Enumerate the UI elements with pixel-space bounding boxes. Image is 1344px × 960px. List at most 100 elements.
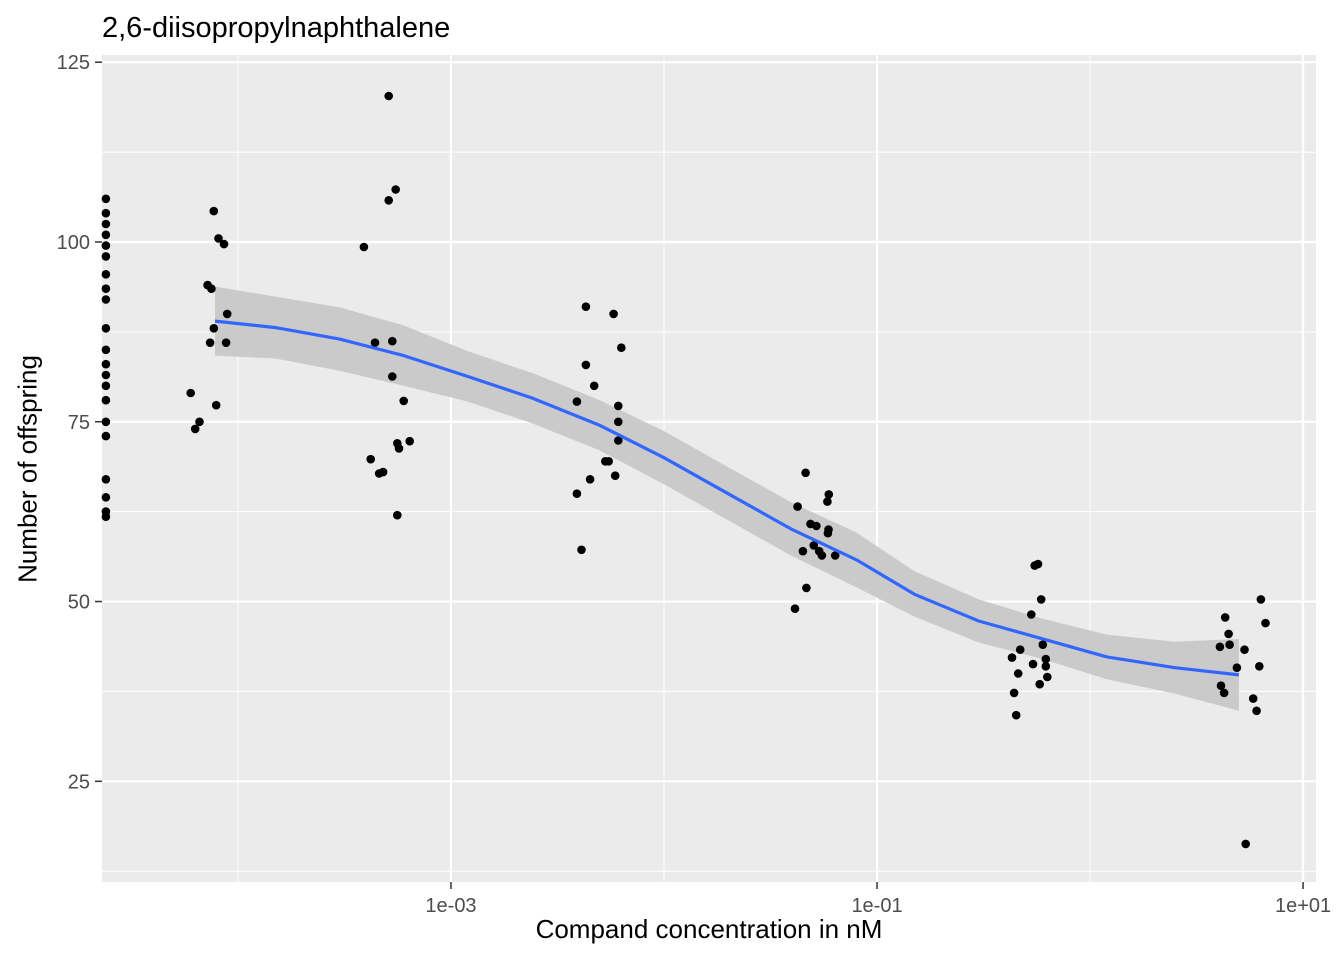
data-point: [209, 206, 219, 216]
data-point: [1033, 559, 1043, 569]
data-point: [378, 467, 388, 477]
data-point: [1252, 706, 1261, 716]
data-point: [101, 219, 111, 229]
data-point: [219, 239, 229, 249]
confidence-band-layer: [215, 286, 1239, 711]
data-point: [405, 436, 415, 446]
data-point: [195, 417, 204, 427]
data-point: [101, 381, 111, 391]
data-point: [830, 551, 840, 560]
data-point: [1256, 595, 1266, 604]
data-point: [790, 604, 800, 613]
y-tick-label: 50: [68, 592, 90, 614]
data-point: [101, 324, 111, 333]
data-point: [384, 91, 394, 101]
data-point: [589, 381, 599, 391]
data-point: [101, 395, 111, 405]
data-point: [101, 345, 111, 355]
data-point: [823, 497, 832, 506]
data-point: [614, 417, 623, 427]
data-point: [581, 302, 591, 312]
y-tick-label: 75: [68, 412, 90, 434]
data-point: [388, 372, 397, 381]
data-point: [101, 359, 111, 369]
data-point: [1248, 694, 1258, 703]
data-point: [1036, 595, 1046, 604]
data-point: [1255, 662, 1264, 671]
data-point: [101, 241, 111, 250]
data-point: [572, 489, 582, 499]
data-point: [610, 471, 620, 481]
data-point: [391, 185, 401, 194]
data-point: [101, 512, 111, 521]
y-tick-label: 100: [57, 232, 90, 254]
data-point: [370, 338, 380, 348]
x-tick-label: 1e-01: [851, 895, 902, 917]
data-point: [793, 502, 802, 511]
data-point: [222, 309, 232, 319]
data-point: [609, 309, 618, 319]
y-tick-label: 125: [57, 52, 90, 74]
data-point: [1041, 654, 1051, 664]
data-point: [359, 242, 369, 252]
data-point: [1027, 610, 1036, 619]
data-point: [1225, 640, 1234, 649]
data-point: [393, 510, 402, 520]
data-point: [1009, 688, 1019, 698]
data-point: [101, 370, 111, 380]
major-gridlines: [102, 55, 1316, 882]
data-point: [1216, 681, 1226, 690]
data-point: [101, 252, 111, 261]
y-tick-label: 25: [68, 771, 90, 793]
data-point: [604, 457, 613, 466]
data-point: [101, 295, 111, 304]
data-point: [1240, 645, 1249, 654]
data-point: [190, 424, 200, 434]
data-point: [366, 454, 376, 464]
data-point: [1220, 613, 1230, 622]
data-point: [577, 545, 586, 555]
data-point: [211, 400, 221, 410]
data-point: [394, 444, 404, 453]
x-tick-label: 1e+01: [1275, 895, 1331, 917]
data-point: [1232, 663, 1242, 672]
data-point: [1011, 710, 1021, 720]
data-point: [1038, 640, 1048, 649]
data-point: [1261, 618, 1270, 628]
confidence-band: [215, 286, 1239, 711]
data-point: [812, 521, 821, 531]
data-point: [1035, 679, 1044, 689]
data-point: [384, 196, 394, 205]
data-point: [801, 468, 810, 478]
data-point: [205, 338, 215, 348]
data-point: [101, 475, 111, 484]
data-point: [1028, 659, 1038, 669]
data-point: [1219, 688, 1229, 698]
data-point: [617, 343, 626, 353]
data-point: [614, 401, 623, 411]
y-axis-label: Number of offspring: [12, 355, 43, 583]
data-point: [1241, 839, 1250, 849]
data-point: [798, 546, 808, 556]
data-point: [207, 284, 216, 294]
data-point: [614, 436, 623, 445]
data-point: [101, 194, 111, 204]
data-point: [101, 208, 111, 218]
data-point: [824, 525, 833, 534]
data-point: [186, 388, 195, 398]
data-point: [101, 431, 111, 441]
data-point: [101, 417, 111, 427]
axes: 25 50 75 100 125 1e-03 1e-01 1e+01: [57, 52, 1332, 917]
data-point: [1041, 662, 1051, 671]
data-point: [1043, 672, 1052, 682]
data-point: [1007, 653, 1017, 662]
data-point: [572, 397, 582, 406]
data-point: [221, 338, 231, 348]
data-point: [824, 490, 834, 499]
x-tick-label: 1e-03: [425, 895, 476, 917]
data-point: [388, 336, 397, 346]
data-point: [399, 396, 409, 406]
data-point: [101, 493, 111, 502]
x-axis-label: Compand concentration in nM: [535, 914, 883, 944]
